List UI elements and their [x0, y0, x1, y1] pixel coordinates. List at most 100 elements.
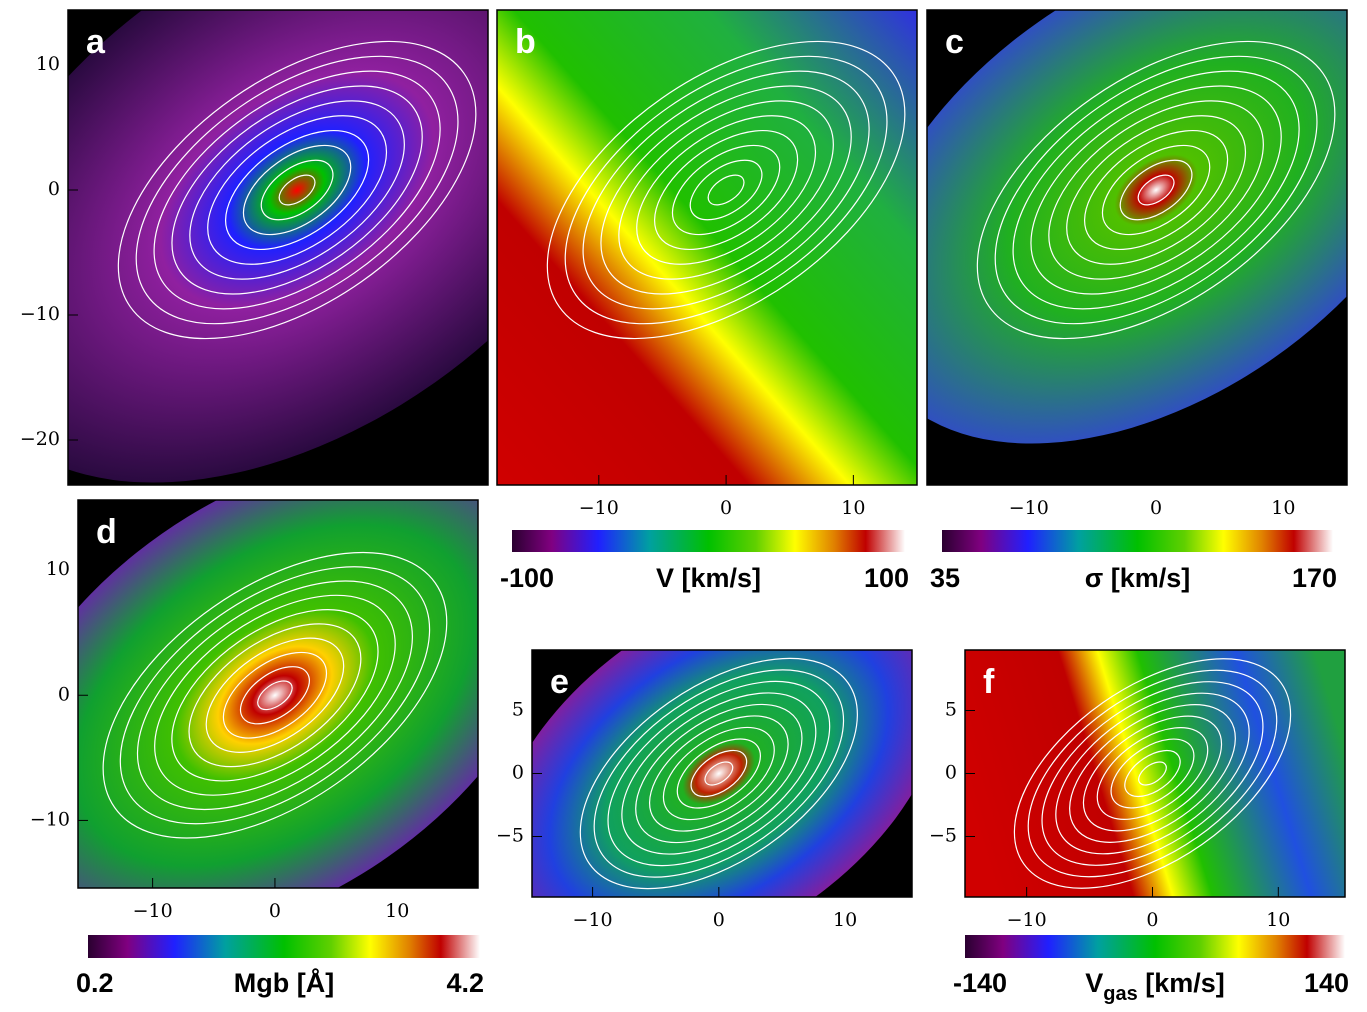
isophote-contour: [119, 566, 431, 825]
isophote-contour: [1030, 85, 1282, 295]
y-tick-label: 0: [58, 683, 70, 705]
isophote-contour: [976, 40, 1336, 340]
isophote-contour: [1124, 749, 1181, 798]
isophote-contour: [239, 666, 310, 725]
isophote-contour: [207, 115, 388, 265]
map-frame: [67, 9, 489, 486]
y-tick-label: 0: [512, 762, 524, 784]
x-tick-label: 10: [841, 497, 865, 519]
isophote-contour: [1012, 70, 1300, 310]
isophote-contour: [224, 129, 370, 251]
isophote-contour: [188, 623, 362, 768]
y-tick-label: −5: [929, 825, 957, 847]
isophote-contour: [648, 715, 789, 832]
y-tick-label: −10: [30, 808, 70, 830]
x-tick-label: −10: [1007, 909, 1047, 931]
x-tick-label: 10: [833, 909, 857, 931]
map-image: [78, 500, 478, 888]
isophote-contour: [636, 115, 817, 265]
colorbar: [512, 530, 905, 552]
map-field: [68, 10, 488, 483]
map-image: [532, 650, 912, 897]
y-tick-label: −20: [20, 428, 60, 450]
isophote-contour: [171, 609, 379, 782]
isophote-contour: [707, 174, 745, 206]
isophote-contour: [676, 738, 762, 809]
x-tick-label: −10: [579, 497, 619, 519]
map-image: [965, 650, 1345, 897]
isophote-contour: [1101, 144, 1211, 236]
colorbar-title: Vgas [km/s]: [1085, 968, 1225, 1005]
colorbar-min-label: 35: [930, 563, 960, 593]
y-tick-label: 5: [945, 698, 957, 720]
map-field: [532, 650, 912, 897]
panel-label: e: [550, 663, 569, 701]
x-tick-label: −10: [573, 909, 613, 931]
colorbar-title-part: V [km/s]: [656, 563, 761, 593]
map-image: [68, 10, 488, 485]
isophote-contour: [1137, 174, 1175, 206]
isophote-contour: [153, 70, 441, 310]
x-tick-label: 0: [1146, 909, 1158, 931]
x-tick-label: −10: [133, 900, 173, 922]
x-tick-label: 0: [713, 909, 725, 931]
isophote-contour: [222, 651, 328, 739]
isophote-contour: [621, 692, 817, 855]
isophote-contour: [1066, 115, 1247, 265]
isophote-contour: [1096, 727, 1209, 820]
y-tick-label: 5: [512, 698, 524, 720]
isophote-contour: [260, 159, 334, 221]
y-tick-label: 0: [945, 762, 957, 784]
colorbar-title-part: V: [1085, 968, 1103, 998]
colorbar-title-part: Mgb [Å]: [234, 967, 334, 998]
isophote-contour: [1083, 129, 1229, 251]
panel-label: b: [515, 23, 536, 61]
panel-label: f: [983, 663, 995, 701]
colorbar-min-label: -140: [953, 968, 1007, 998]
colorbar-min-label: 0.2: [76, 968, 114, 998]
colorbar-max-label: 170: [1292, 563, 1337, 593]
x-tick-label: −10: [1009, 497, 1049, 519]
x-tick-label: 0: [1150, 497, 1162, 519]
isophote-contour: [579, 657, 858, 890]
isophote-contour: [1048, 100, 1264, 280]
isophote-contour: [1082, 715, 1223, 832]
colorbar: [965, 935, 1345, 958]
map-field: [78, 500, 478, 888]
isophote-contour: [117, 40, 477, 340]
isophote-contour: [135, 55, 459, 325]
colorbar-title: σ [km/s]: [1085, 563, 1191, 593]
isophote-contour: [635, 703, 803, 844]
map-field: [927, 10, 1347, 444]
map-frame: [496, 9, 918, 486]
isophote-contour: [546, 40, 906, 340]
isophote-contour: [690, 749, 748, 798]
isophote-contour: [564, 55, 888, 325]
map-image: [927, 10, 1347, 485]
isophote-contour: [600, 85, 852, 295]
y-tick-label: 10: [36, 53, 60, 75]
colorbar-title-part: gas: [1103, 983, 1137, 1005]
isophote-contour: [154, 594, 396, 796]
colorbar-title: Mgb [Å]: [234, 967, 334, 998]
isophote-contour: [607, 680, 831, 867]
colorbar-title: V [km/s]: [656, 563, 761, 593]
isophote-contour: [278, 174, 316, 206]
isophote-contour: [1119, 159, 1193, 221]
x-tick-label: 10: [1271, 497, 1295, 519]
x-tick-label: 0: [269, 900, 281, 922]
y-tick-label: 0: [48, 178, 60, 200]
colorbar-max-label: 140: [1304, 968, 1349, 998]
isophote-contour: [662, 726, 775, 821]
isophote-contour: [136, 580, 413, 811]
y-tick-label: −10: [20, 303, 60, 325]
isophote-contour: [189, 100, 405, 280]
isophote-contour: [994, 55, 1318, 325]
map-frame: [926, 9, 1348, 486]
panel-label: a: [86, 23, 106, 61]
x-tick-label: 10: [385, 900, 409, 922]
isophote-contour: [257, 680, 293, 711]
isophote-contour: [689, 159, 763, 221]
colorbar: [942, 530, 1333, 552]
